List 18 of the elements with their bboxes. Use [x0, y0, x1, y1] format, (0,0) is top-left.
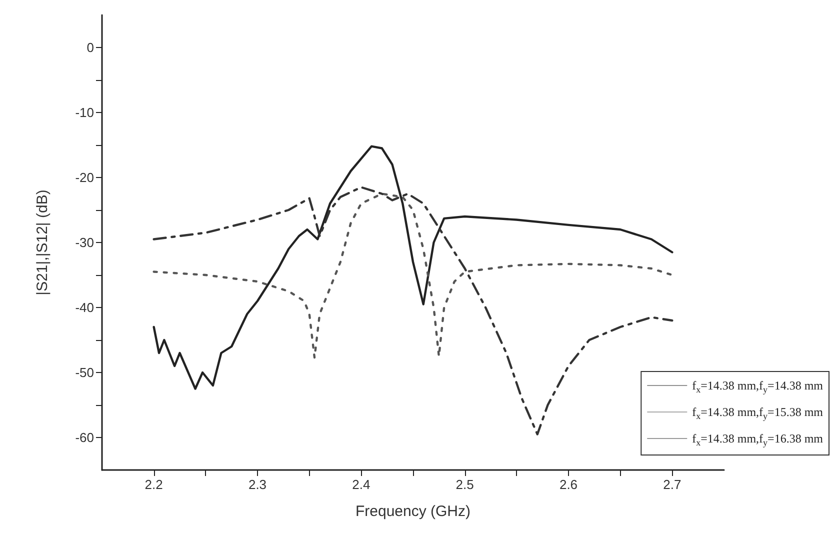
- x-tick-label: 2.4: [352, 477, 370, 492]
- y-tick-label: -30: [75, 235, 94, 250]
- y-tick-label: -40: [75, 300, 94, 315]
- x-tick-label: 2.5: [456, 477, 474, 492]
- y-axis-title: |S21|,|S12| (dB): [34, 190, 51, 296]
- x-tick-label: 2.3: [248, 477, 267, 492]
- line-series: [152, 192, 674, 359]
- line-series: [152, 186, 674, 436]
- y-tick-label: -50: [75, 365, 94, 380]
- x-tick-label: 2.6: [559, 477, 578, 492]
- y-tick-label: -20: [75, 170, 94, 185]
- x-tick-label: 2.7: [663, 477, 682, 492]
- y-tick-label: -10: [75, 105, 94, 120]
- x-tick-label: 2.2: [144, 477, 163, 492]
- y-tick-label: -60: [75, 430, 94, 445]
- x-axis-title: Frequency (GHz): [355, 503, 471, 520]
- y-tick-label: 0: [86, 40, 94, 55]
- line-series: [152, 145, 674, 390]
